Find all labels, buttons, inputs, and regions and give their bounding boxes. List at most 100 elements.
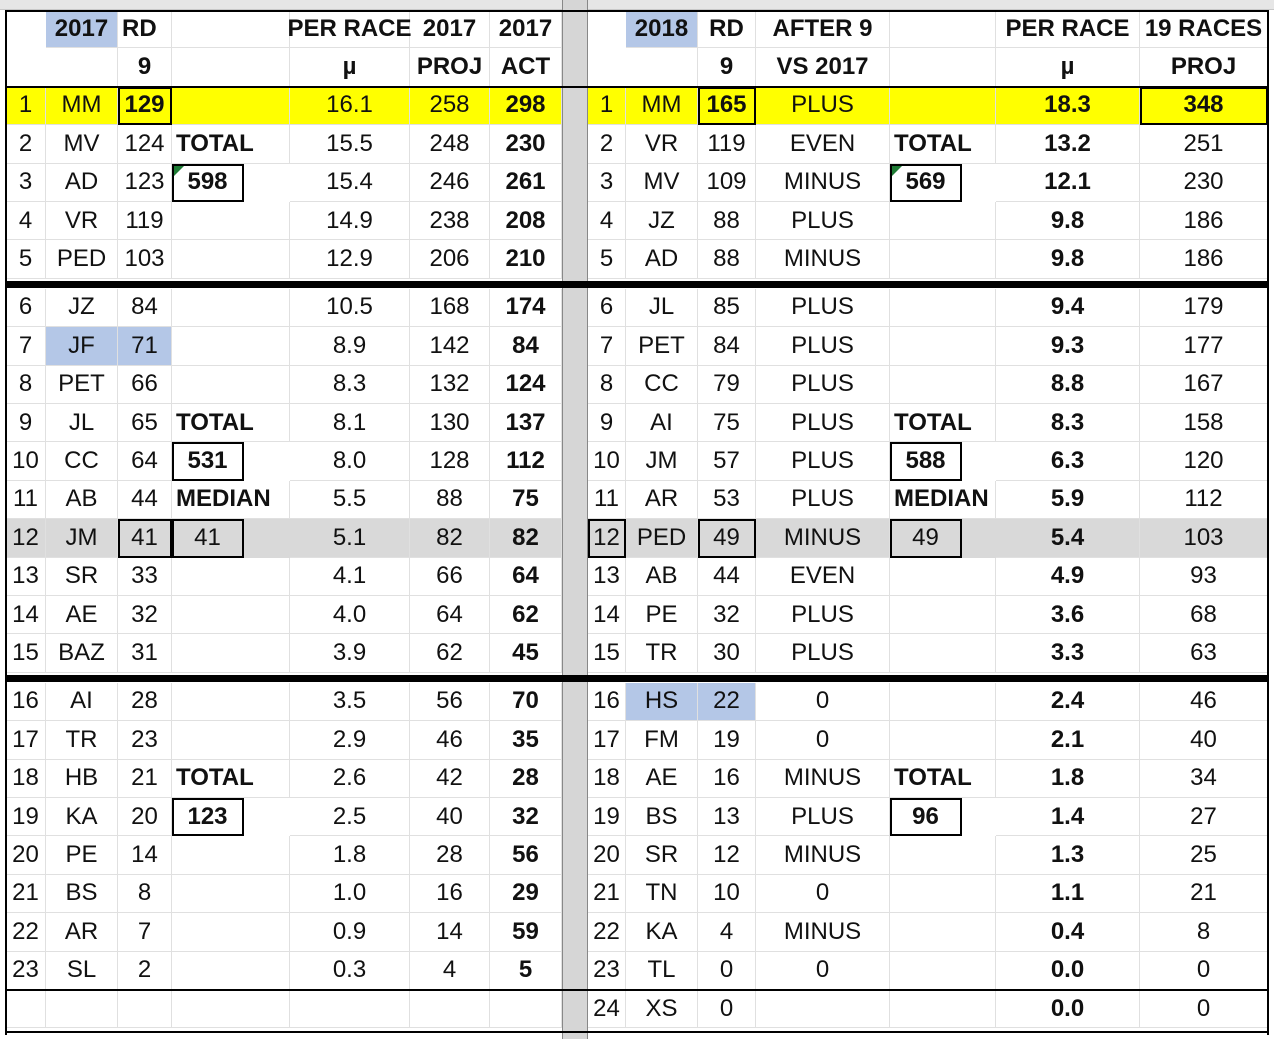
- left-2017-act[interactable]: 32: [490, 798, 562, 837]
- left-rd9[interactable]: 14: [118, 836, 172, 875]
- right-19-races-proj[interactable]: 0: [1140, 951, 1268, 990]
- left-2017-proj[interactable]: 238: [410, 202, 490, 241]
- left-driver[interactable]: PE: [46, 836, 118, 875]
- left-2017-proj[interactable]: 246: [410, 163, 490, 202]
- left-rd9[interactable]: 65: [118, 404, 172, 443]
- right-19-races-proj[interactable]: 8: [1140, 913, 1268, 952]
- right-total[interactable]: TOTAL: [890, 404, 996, 443]
- left-rank[interactable]: 18: [6, 759, 46, 798]
- left-total[interactable]: [172, 202, 290, 241]
- left-driver[interactable]: MV: [46, 125, 118, 164]
- left-rd9[interactable]: 84: [118, 288, 172, 328]
- right-rd9[interactable]: 44: [698, 557, 756, 596]
- left-total[interactable]: 598: [172, 163, 244, 202]
- right-vs-2017[interactable]: [756, 990, 890, 1029]
- right-vs-2017[interactable]: PLUS: [756, 288, 890, 328]
- left-2017-proj[interactable]: 16: [410, 874, 490, 914]
- right-per-race[interactable]: 13.2: [996, 125, 1140, 164]
- right-rd9[interactable]: 10: [698, 874, 756, 914]
- left-total[interactable]: [172, 836, 290, 875]
- left-2017-act[interactable]: 56: [490, 836, 562, 875]
- left-rank[interactable]: 20: [6, 836, 46, 875]
- right-header-row1-col0[interactable]: 2018: [626, 10, 698, 49]
- left-rd9[interactable]: 123: [118, 163, 172, 202]
- right-header-row1-col5[interactable]: 19 RACES: [1140, 10, 1268, 49]
- right-rd9[interactable]: 30: [698, 634, 756, 673]
- right-rank[interactable]: 3: [588, 163, 626, 202]
- right-total[interactable]: [890, 913, 996, 952]
- right-rank[interactable]: 2: [588, 125, 626, 164]
- right-rd9[interactable]: 32: [698, 596, 756, 635]
- left-driver[interactable]: CC: [46, 442, 118, 481]
- right-rd9[interactable]: 79: [698, 365, 756, 404]
- left-per-race[interactable]: 5.1: [290, 519, 410, 558]
- left-2017-act[interactable]: 5: [490, 951, 562, 990]
- right-rank[interactable]: 16: [588, 682, 626, 722]
- right-19-races-proj[interactable]: 34: [1140, 759, 1268, 798]
- right-rd9[interactable]: 22: [698, 682, 756, 722]
- left-driver[interactable]: JZ: [46, 288, 118, 328]
- left-total[interactable]: [172, 721, 290, 760]
- right-per-race[interactable]: 1.1: [996, 874, 1140, 914]
- right-per-race[interactable]: 1.3: [996, 836, 1140, 875]
- left-rank[interactable]: 1: [6, 86, 46, 126]
- right-per-race[interactable]: 9.8: [996, 240, 1140, 279]
- right-rank[interactable]: 7: [588, 327, 626, 366]
- left-2017-proj[interactable]: [410, 990, 490, 1029]
- right-rd9[interactable]: 0: [698, 990, 756, 1029]
- right-total[interactable]: [890, 990, 996, 1029]
- left-rank[interactable]: 21: [6, 874, 46, 914]
- left-per-race[interactable]: 0.9: [290, 913, 410, 952]
- right-total[interactable]: 588: [890, 442, 962, 481]
- left-total[interactable]: TOTAL: [172, 404, 290, 443]
- right-driver[interactable]: XS: [626, 990, 698, 1029]
- left-rank[interactable]: 2: [6, 125, 46, 164]
- left-2017-proj[interactable]: 42: [410, 759, 490, 798]
- left-per-race[interactable]: 2.5: [290, 798, 410, 837]
- right-per-race[interactable]: 6.3: [996, 442, 1140, 481]
- right-driver[interactable]: CC: [626, 365, 698, 404]
- right-driver[interactable]: BS: [626, 798, 698, 837]
- left-header-row2-col0[interactable]: [46, 48, 118, 87]
- left-rank[interactable]: 14: [6, 596, 46, 635]
- left-total[interactable]: [172, 874, 290, 914]
- left-2017-proj[interactable]: 128: [410, 442, 490, 481]
- left-2017-act[interactable]: [490, 990, 562, 1029]
- left-per-race[interactable]: 15.4: [290, 163, 410, 202]
- left-total[interactable]: 531: [172, 442, 244, 481]
- left-per-race[interactable]: 2.9: [290, 721, 410, 760]
- right-driver[interactable]: JM: [626, 442, 698, 481]
- left-header-row2-col2[interactable]: [172, 48, 290, 87]
- right-driver[interactable]: TR: [626, 634, 698, 673]
- right-rank[interactable]: 20: [588, 836, 626, 875]
- right-19-races-proj[interactable]: 0: [1140, 990, 1268, 1029]
- right-rank[interactable]: 19: [588, 798, 626, 837]
- left-rank[interactable]: 23: [6, 951, 46, 990]
- right-19-races-proj[interactable]: 186: [1140, 202, 1268, 241]
- left-per-race[interactable]: 16.1: [290, 86, 410, 126]
- right-19-races-proj[interactable]: 68: [1140, 596, 1268, 635]
- right-per-race[interactable]: 12.1: [996, 163, 1140, 202]
- right-rd9[interactable]: 109: [698, 163, 756, 202]
- left-total[interactable]: [172, 86, 290, 126]
- right-total[interactable]: [890, 682, 996, 722]
- right-total[interactable]: [890, 596, 996, 635]
- right-driver[interactable]: PE: [626, 596, 698, 635]
- right-rank[interactable]: 11: [588, 480, 626, 520]
- right-per-race[interactable]: 0.0: [996, 951, 1140, 990]
- right-total[interactable]: 96: [890, 798, 962, 837]
- left-per-race[interactable]: 8.0: [290, 442, 410, 481]
- right-rd9[interactable]: 75: [698, 404, 756, 443]
- right-rd9[interactable]: 165: [698, 86, 756, 126]
- left-total[interactable]: [172, 240, 290, 279]
- right-total[interactable]: [890, 240, 996, 279]
- left-rd9[interactable]: 2: [118, 951, 172, 990]
- left-2017-proj[interactable]: 40: [410, 798, 490, 837]
- left-total[interactable]: [172, 365, 290, 404]
- right-vs-2017[interactable]: MINUS: [756, 913, 890, 952]
- right-header-row1-col1[interactable]: RD: [698, 10, 756, 49]
- right-vs-2017[interactable]: 0: [756, 874, 890, 914]
- left-rd9[interactable]: 64: [118, 442, 172, 481]
- right-vs-2017[interactable]: PLUS: [756, 442, 890, 481]
- left-rd9[interactable]: 23: [118, 721, 172, 760]
